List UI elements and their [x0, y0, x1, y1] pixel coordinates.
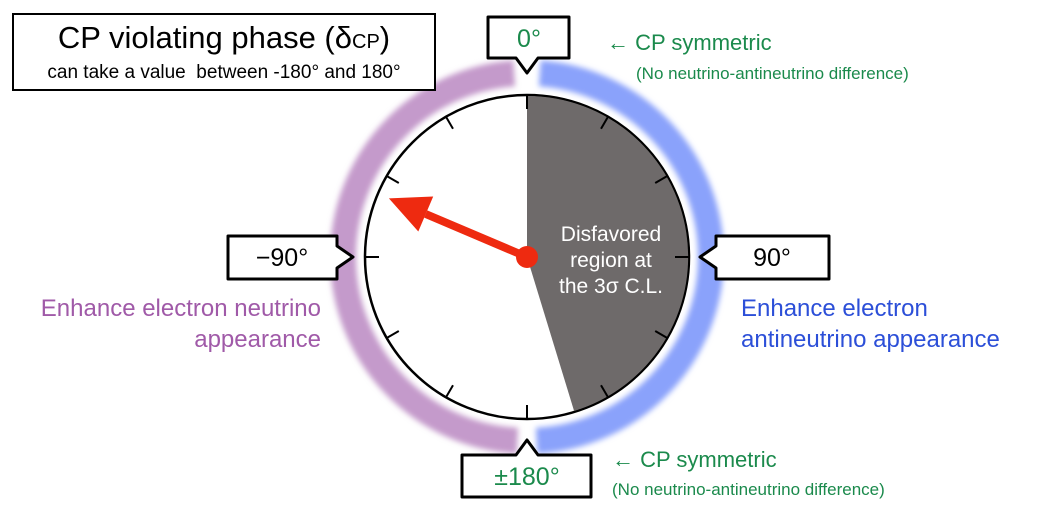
region-line-1: Disfavored — [560, 223, 662, 246]
dial-tick — [600, 116, 609, 130]
dial-tick — [654, 175, 668, 184]
right-enhance-label: Enhance electron antineutrino appearance — [741, 293, 1000, 355]
label-top-box — [486, 15, 571, 75]
title-box: CP violating phase (δCP) can take a valu… — [12, 13, 436, 91]
pointer-arrowhead — [388, 196, 434, 232]
dial-tick — [654, 330, 668, 339]
label-left-callout: −90° — [226, 234, 355, 281]
label-top-callout: 0° — [486, 15, 571, 75]
dial-tick — [600, 384, 609, 398]
label-bottom-box — [460, 438, 593, 499]
title-prefix: CP violating phase (δ — [57, 20, 352, 55]
title-subscript: CP — [352, 31, 380, 53]
top-cp-symmetric-note: ← CP symmetric — [607, 30, 772, 55]
left-enhance-label: Enhance electron neutrino appearance — [41, 293, 321, 355]
dial-tick — [386, 330, 400, 339]
pointer-hub — [516, 246, 538, 268]
dial-tick — [445, 116, 454, 130]
label-bottom-text: ±180° — [494, 463, 559, 491]
top-cp-symmetric-subnote: (No neutrino-antineutrino difference) — [636, 64, 909, 83]
dial-ticks — [365, 95, 689, 419]
label-top-text: 0° — [517, 25, 541, 53]
title-suffix: ) — [379, 20, 391, 55]
label-left-text: −90° — [256, 244, 308, 272]
label-left-box — [226, 234, 355, 281]
left-label-line-2: appearance — [194, 326, 321, 353]
label-right-text: 90° — [753, 244, 791, 272]
right-label-line-1: Enhance electron — [741, 295, 928, 322]
label-right-callout: 90° — [698, 234, 831, 281]
phase-pointer-arrow — [388, 196, 538, 268]
dial-tick — [445, 384, 454, 398]
region-line-2: region at — [570, 249, 652, 272]
title-subtitle: can take a value between -180° and 180° — [47, 62, 401, 83]
disfavored-region-label: Disfavored region at the 3σ C.L. — [531, 222, 691, 300]
dial-tick — [386, 175, 400, 184]
bottom-cp-symmetric-note: ← CP symmetric — [612, 447, 777, 472]
left-label-line-1: Enhance electron neutrino — [40, 295, 321, 322]
bottom-cp-symmetric-subnote: (No neutrino-antineutrino difference) — [612, 480, 885, 499]
title-main: CP violating phase (δCP) — [14, 19, 434, 61]
label-bottom-callout: ±180° — [460, 438, 593, 499]
label-right-box — [698, 234, 831, 281]
right-label-line-2: antineutrino appearance — [741, 326, 1000, 353]
region-line-3: the 3σ C.L. — [558, 275, 663, 298]
disfavored-region-wedge — [527, 95, 689, 411]
pointer-shaft — [424, 210, 529, 261]
